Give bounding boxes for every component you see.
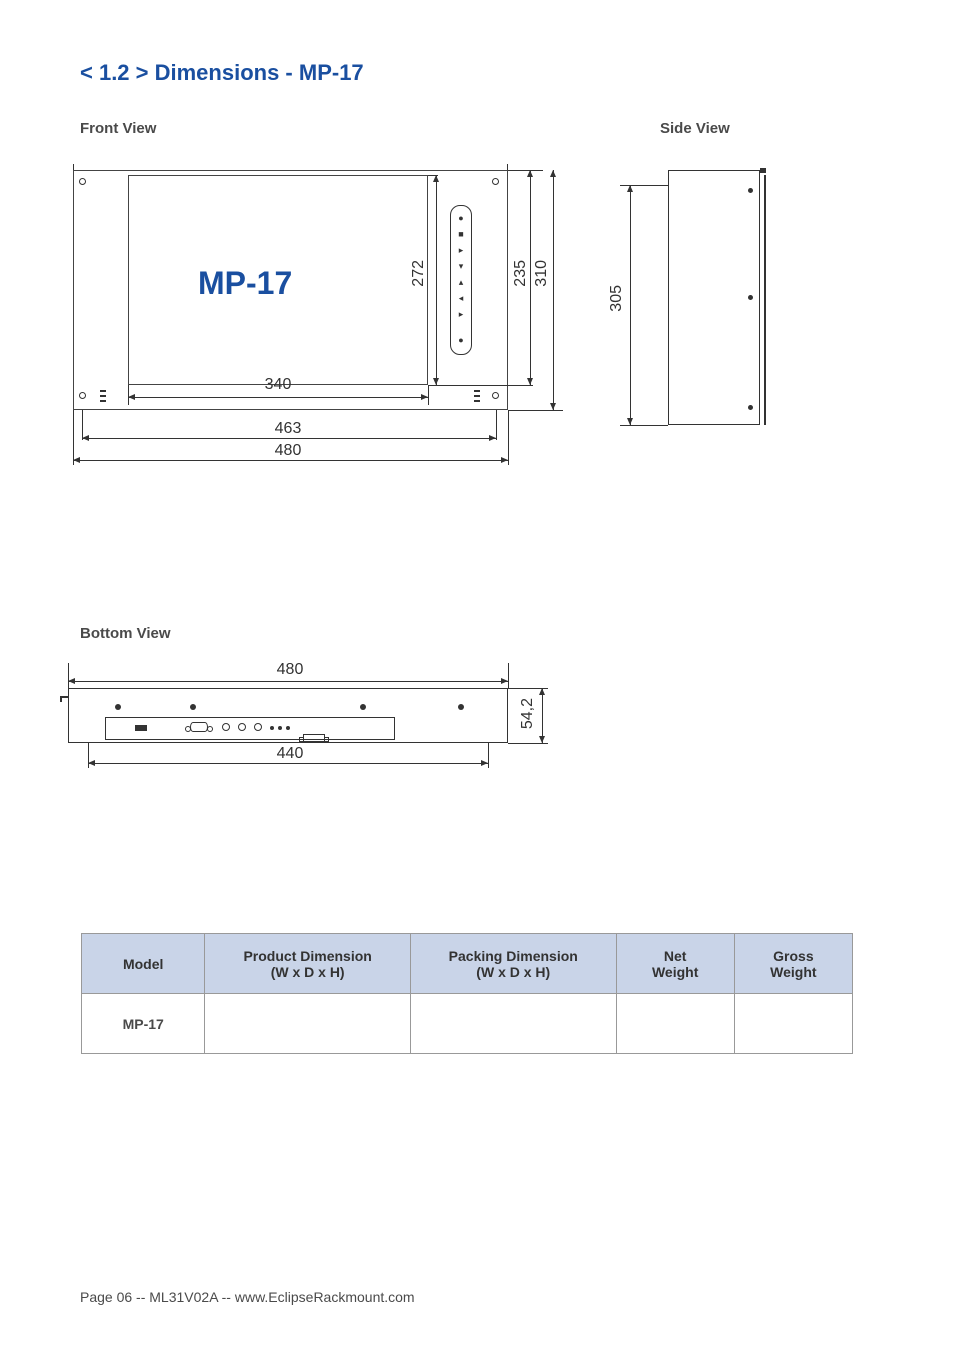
dim-arrow-icon	[128, 397, 428, 398]
cell-net	[616, 994, 734, 1054]
front-view-label: Front View	[80, 120, 156, 137]
screw-hole-icon	[79, 178, 86, 185]
th-packing-dim-sub: (W x D x H)	[476, 964, 550, 980]
port-dsub-icon	[190, 722, 208, 732]
slot-icon	[474, 390, 480, 402]
side-view-diagram: 305	[610, 160, 790, 460]
port-circle-open-icon	[254, 723, 262, 731]
dim-310: 310	[533, 260, 551, 287]
dim-340: 340	[258, 376, 298, 394]
bottom-view-label: Bottom View	[80, 625, 171, 642]
dim-272: 272	[410, 260, 428, 287]
page-footer: Page 06 -- ML31V02A -- www.EclipseRackmo…	[80, 1289, 415, 1305]
th-model: Model	[82, 934, 205, 994]
cell-product	[205, 994, 411, 1054]
th-product-dim-main: Product Dimension	[243, 948, 371, 964]
dim-arrow-icon	[82, 438, 496, 439]
port-power-icon	[135, 725, 147, 731]
cell-gross	[734, 994, 852, 1054]
dim-305: 305	[608, 285, 626, 312]
th-packing-dim: Packing Dimension (W x D x H)	[410, 934, 616, 994]
port-small-icon	[270, 726, 274, 730]
foot-icon	[190, 704, 196, 710]
th-gross-weight: Gross Weight	[734, 934, 852, 994]
side-cap	[760, 168, 766, 173]
specifications-table: Model Product Dimension (W x D x H) Pack…	[81, 933, 853, 1054]
dim-54-2: 54,2	[519, 698, 537, 729]
th-packing-dim-main: Packing Dimension	[449, 948, 578, 964]
foot-icon	[458, 704, 464, 710]
dim-arrow-icon	[542, 688, 543, 743]
th-product-dim: Product Dimension (W x D x H)	[205, 934, 411, 994]
screw-hole-icon	[79, 392, 86, 399]
th-net-sub: Weight	[652, 964, 698, 980]
mount-hole-icon	[748, 295, 753, 300]
th-gross-sub: Weight	[770, 964, 816, 980]
button-panel: ● ■ ▸ ▾ ▴ ◂ ▸ ●	[450, 205, 472, 355]
dim-bottom-480: 480	[270, 661, 310, 679]
cell-packing	[410, 994, 616, 1054]
port-small-icon	[278, 726, 282, 730]
mount-hole-icon	[748, 405, 753, 410]
th-net-main: Net	[664, 948, 687, 964]
dim-arrow-icon	[436, 175, 437, 385]
dim-arrow-icon	[530, 170, 531, 385]
port-circle-icon	[238, 723, 246, 731]
table-header-row: Model Product Dimension (W x D x H) Pack…	[82, 934, 853, 994]
th-gross-main: Gross	[773, 948, 813, 964]
dim-arrow-icon	[630, 185, 631, 425]
dim-arrow-icon	[88, 763, 488, 764]
bottom-view-diagram: 480 440 54,2	[60, 663, 540, 803]
th-product-dim-sub: (W x D x H)	[271, 964, 345, 980]
port-small-icon	[286, 726, 290, 730]
foot-icon	[360, 704, 366, 710]
port-circle-icon	[222, 723, 230, 731]
front-view-diagram: MP-17 ● ■ ▸ ▾ ▴ ◂ ▸ ● 272 235 310 340 46…	[68, 160, 528, 480]
side-view-label: Side View	[660, 120, 730, 137]
slot-icon	[100, 390, 106, 402]
dim-235: 235	[512, 260, 530, 287]
dim-480: 480	[268, 442, 308, 460]
screw-hole-icon	[492, 392, 499, 399]
dim-arrow-icon	[68, 681, 508, 682]
th-net-weight: Net Weight	[616, 934, 734, 994]
side-body-rect	[668, 170, 760, 425]
dim-463: 463	[268, 420, 308, 438]
section-title: < 1.2 > Dimensions - MP-17	[80, 60, 874, 86]
dim-arrow-icon	[553, 170, 554, 410]
bottom-io-panel	[105, 717, 395, 740]
mount-hole-icon	[748, 188, 753, 193]
screw-hole-icon	[492, 178, 499, 185]
port-connector-icon	[303, 734, 325, 742]
foot-icon	[115, 704, 121, 710]
dim-bottom-440: 440	[270, 745, 310, 763]
table-row: MP-17	[82, 994, 853, 1054]
dim-arrow-icon	[73, 460, 508, 461]
cell-model: MP-17	[82, 994, 205, 1054]
front-product-label: MP-17	[198, 265, 292, 302]
